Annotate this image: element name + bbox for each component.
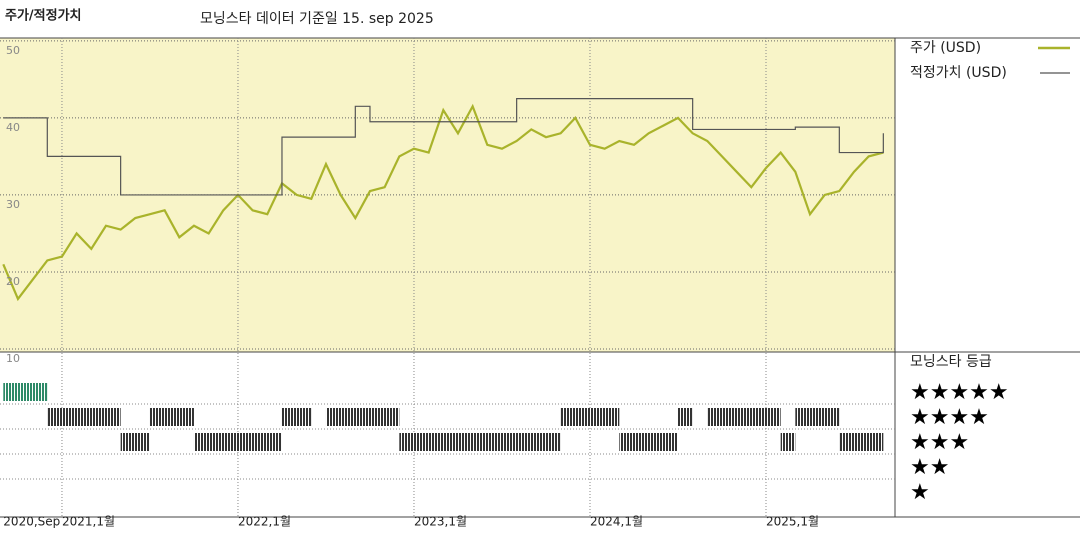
rating-bar xyxy=(281,408,312,426)
rating-bar-hatch xyxy=(399,433,561,451)
rating-bar xyxy=(839,433,884,451)
rating-bar xyxy=(809,408,840,426)
rating-bar xyxy=(780,433,796,451)
rating-label: ★★★★★ xyxy=(910,380,1009,405)
rating-label: ★★★★ xyxy=(910,405,989,430)
rating-bar xyxy=(677,408,693,426)
fair-value-line xyxy=(3,98,884,196)
x-tick-label: 2021,1월 xyxy=(62,515,115,529)
chart-subtitle: 모닝스타 데이터 기준일 15. sep 2025 xyxy=(200,11,434,27)
rating-bar-hatch xyxy=(120,433,150,451)
rating-bar xyxy=(560,408,620,426)
rating-label: ★★ xyxy=(910,455,949,480)
chart-title: 주가/적정가치 xyxy=(5,8,82,24)
rating-bar xyxy=(325,408,400,426)
rating-bar xyxy=(795,408,810,426)
rating-bar-hatch xyxy=(619,433,678,451)
rating-title: 모닝스타 등급 xyxy=(910,354,992,370)
rating-bar-hatch xyxy=(707,408,781,426)
x-tick-label: 2020,Sep xyxy=(3,515,60,529)
rating-label: ★★★ xyxy=(910,430,969,455)
rating-bar-hatch xyxy=(809,408,840,426)
rating-bar-hatch xyxy=(677,408,693,426)
rating-bar-hatch xyxy=(839,433,884,451)
y-tick-label: 20 xyxy=(6,275,20,288)
y-tick-label: 10 xyxy=(6,352,20,365)
rating-bar-hatch xyxy=(325,408,400,426)
rating-bar-hatch xyxy=(3,383,48,401)
rating-bar xyxy=(619,433,678,451)
x-tick-label: 2024,1월 xyxy=(590,515,643,529)
y-tick-label: 50 xyxy=(6,44,20,57)
rating-bar xyxy=(707,408,781,426)
x-tick-label: 2022,1월 xyxy=(238,515,291,529)
x-tick-label: 2025,1월 xyxy=(766,515,819,529)
rating-bar xyxy=(149,408,194,426)
rating-bar-hatch xyxy=(560,408,620,426)
price-line xyxy=(2,103,884,302)
rating-bar xyxy=(120,433,150,451)
legend-label: 적정가치 (USD) xyxy=(910,65,1007,81)
legend-label: 주가 (USD) xyxy=(910,40,981,56)
y-tick-label: 40 xyxy=(6,121,20,134)
rating-bar-hatch xyxy=(47,408,121,426)
rating-bar-hatch xyxy=(795,408,810,426)
x-tick-label: 2023,1월 xyxy=(414,515,467,529)
rating-bar xyxy=(193,433,282,451)
rating-bar xyxy=(399,433,561,451)
rating-bar xyxy=(47,408,121,426)
y-tick-label: 30 xyxy=(6,198,20,211)
rating-bar-hatch xyxy=(780,433,796,451)
rating-label: ★ xyxy=(910,480,930,505)
rating-bar xyxy=(3,383,48,401)
rating-bar-hatch xyxy=(281,408,312,426)
rating-bar-hatch xyxy=(193,433,282,451)
rating-bar-hatch xyxy=(149,408,194,426)
